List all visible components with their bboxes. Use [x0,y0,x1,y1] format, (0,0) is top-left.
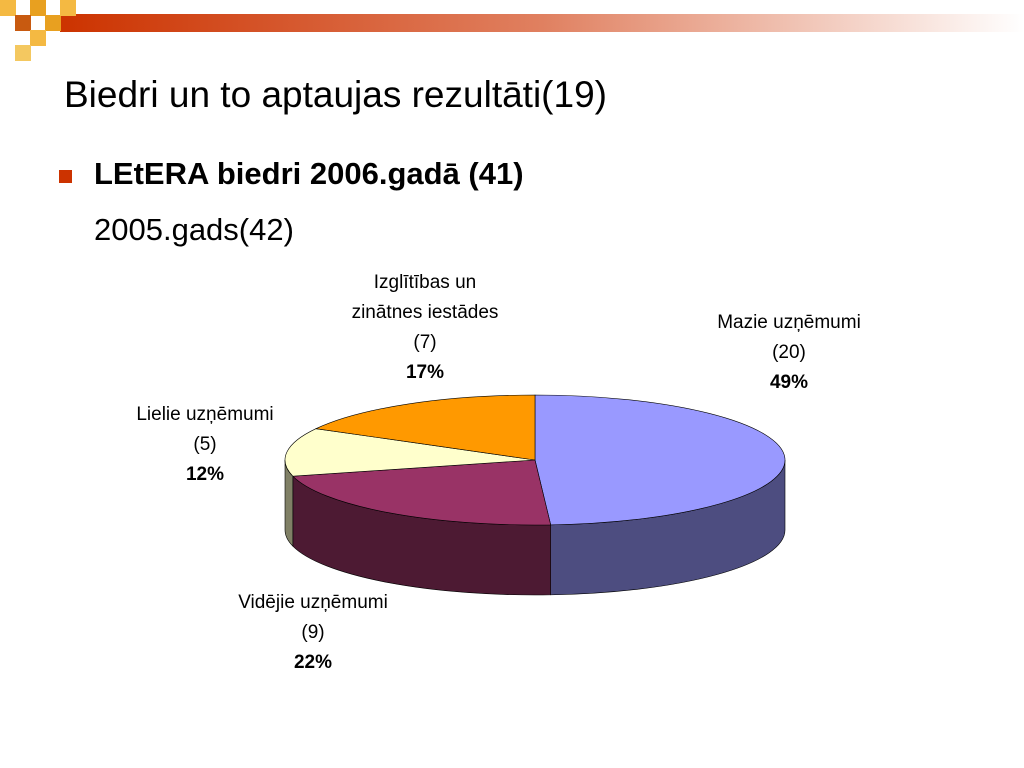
deco-square [45,15,61,31]
value-label: 22% [293,652,333,673]
category-label: Izglītības un zinātnes iestādes (7) [351,272,499,353]
slice [292,459,552,526]
pie-chart [284,394,786,596]
category-label: Vidējie uzņēmumi (9) [238,592,388,643]
deco-square [15,15,31,31]
deco-square [0,0,16,16]
deco-square [15,45,31,61]
bullet-marker [59,170,72,183]
value-label: 49% [769,372,809,393]
slice-label: Izglītības un zinātnes iestādes (7) 17% [350,268,500,388]
category-label: Mazie uzņēmumi (20) [717,312,861,363]
slice [314,394,536,461]
slice-label: Lielie uzņēmumi (5) 12% [125,400,285,490]
value-label: 12% [185,464,225,485]
value-label: 17% [405,362,445,383]
header-bar [60,14,1024,32]
deco-square [30,30,46,46]
slice [284,428,536,477]
deco-square [30,0,46,16]
slice-label: Mazie uzņēmumi (20) 49% [704,308,874,398]
category-label: Lielie uzņēmumi (5) [136,404,274,455]
sub-text: 2005.gads(42) [94,212,294,247]
slide-title: Biedri un to aptaujas rezultāti(19) [64,74,607,115]
bullet-text: LEtERA biedri 2006.gadā (41) [94,156,524,191]
deco-square [60,0,76,16]
slice-label: Vidējie uzņēmumi (9) 22% [233,588,393,678]
slice [534,394,786,526]
